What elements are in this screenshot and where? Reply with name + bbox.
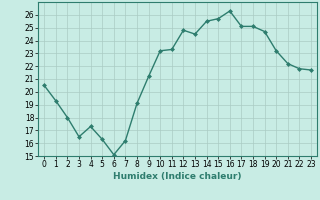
- X-axis label: Humidex (Indice chaleur): Humidex (Indice chaleur): [113, 172, 242, 181]
